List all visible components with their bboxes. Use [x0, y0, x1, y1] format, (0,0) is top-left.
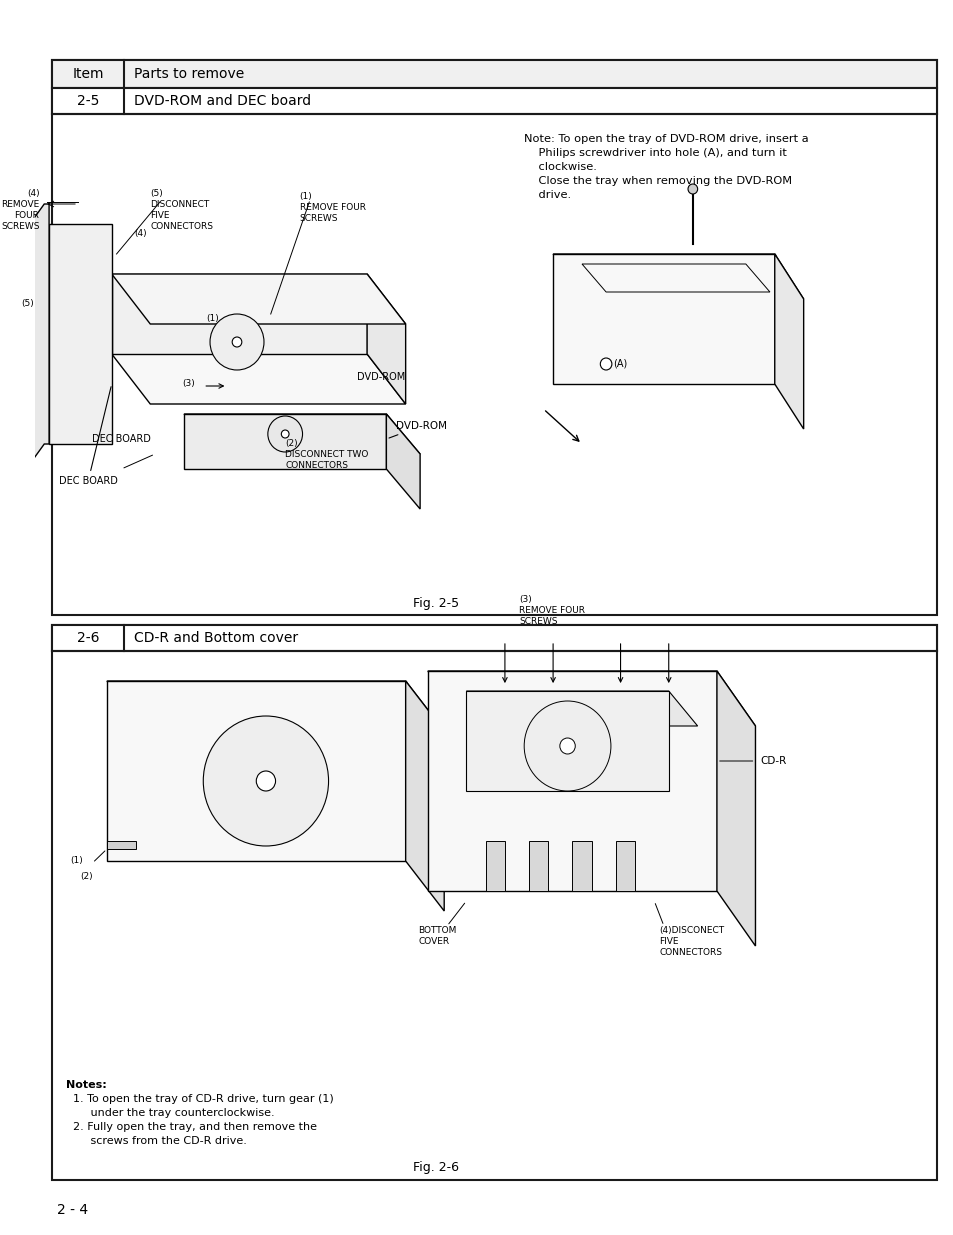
Text: (3)
REMOVE FOUR
SCREWS: (3) REMOVE FOUR SCREWS	[518, 595, 585, 626]
Circle shape	[599, 358, 611, 370]
Polygon shape	[466, 692, 697, 726]
Text: (A): (A)	[612, 359, 626, 369]
Polygon shape	[529, 841, 548, 890]
Text: DVD-ROM: DVD-ROM	[389, 421, 447, 438]
Text: Fig. 2-6: Fig. 2-6	[413, 1161, 459, 1174]
Bar	[51, 625, 936, 651]
Circle shape	[232, 337, 241, 347]
Text: 2-6: 2-6	[77, 631, 99, 645]
Circle shape	[268, 416, 302, 452]
Text: CD-R and Bottom cover: CD-R and Bottom cover	[133, 631, 297, 645]
Text: 2 - 4: 2 - 4	[57, 1203, 88, 1216]
Bar	[51, 625, 936, 1179]
Polygon shape	[15, 204, 49, 484]
Polygon shape	[49, 224, 112, 445]
Circle shape	[559, 739, 575, 755]
Text: 2. Fully open the tray, and then remove the: 2. Fully open the tray, and then remove …	[67, 1123, 317, 1132]
Polygon shape	[553, 254, 774, 384]
Text: (5): (5)	[22, 299, 34, 308]
Circle shape	[203, 716, 328, 846]
Text: DVD-ROM and DEC board: DVD-ROM and DEC board	[133, 94, 311, 107]
Text: Fig. 2-5: Fig. 2-5	[413, 597, 459, 610]
Text: clockwise.: clockwise.	[523, 162, 597, 172]
Circle shape	[523, 701, 610, 790]
Polygon shape	[386, 414, 419, 509]
Bar	[51, 61, 936, 88]
Polygon shape	[427, 671, 755, 726]
Text: (1): (1)	[70, 857, 83, 866]
Polygon shape	[405, 680, 444, 911]
Polygon shape	[184, 414, 419, 454]
Text: 2-5: 2-5	[77, 94, 99, 107]
Polygon shape	[184, 414, 386, 469]
Bar	[51, 61, 936, 615]
Polygon shape	[367, 274, 405, 404]
Polygon shape	[427, 671, 716, 890]
Text: (2): (2)	[80, 872, 92, 881]
Polygon shape	[107, 680, 405, 861]
Bar	[107, 841, 135, 848]
Text: Philips screwdriver into hole (A), and turn it: Philips screwdriver into hole (A), and t…	[523, 148, 786, 158]
Text: DVD-ROM: DVD-ROM	[357, 372, 405, 382]
Text: CD-R: CD-R	[760, 756, 785, 766]
Circle shape	[256, 771, 275, 790]
Polygon shape	[774, 254, 802, 429]
Polygon shape	[466, 692, 668, 790]
Text: 1. To open the tray of CD-R drive, turn gear (1): 1. To open the tray of CD-R drive, turn …	[67, 1094, 334, 1104]
Text: (1)
REMOVE FOUR
SCREWS: (1) REMOVE FOUR SCREWS	[299, 191, 365, 224]
Text: (5)
DISCONNECT
FIVE
CONNECTORS: (5) DISCONNECT FIVE CONNECTORS	[151, 189, 213, 231]
Polygon shape	[615, 841, 635, 890]
Text: (1): (1)	[206, 314, 219, 324]
Text: (2)
DISCONNECT TWO
CONNECTORS: (2) DISCONNECT TWO CONNECTORS	[285, 438, 368, 471]
Polygon shape	[716, 671, 755, 946]
Text: drive.: drive.	[523, 190, 571, 200]
Text: Item: Item	[72, 67, 104, 82]
Polygon shape	[112, 274, 405, 324]
Circle shape	[210, 314, 264, 370]
Text: Notes:: Notes:	[67, 1079, 107, 1091]
Text: BOTTOM
COVER: BOTTOM COVER	[417, 926, 456, 946]
Text: DEC BOARD: DEC BOARD	[92, 433, 152, 445]
Polygon shape	[572, 841, 591, 890]
Text: DEC BOARD: DEC BOARD	[59, 387, 117, 487]
Text: (4)
REMOVE
FOUR
SCREWS: (4) REMOVE FOUR SCREWS	[1, 189, 39, 231]
Polygon shape	[485, 841, 504, 890]
Circle shape	[281, 430, 289, 438]
Text: (4): (4)	[133, 228, 147, 238]
Polygon shape	[107, 680, 444, 731]
Polygon shape	[112, 354, 405, 404]
Text: Close the tray when removing the DVD-ROM: Close the tray when removing the DVD-ROM	[523, 177, 792, 186]
Circle shape	[687, 184, 697, 194]
Text: Parts to remove: Parts to remove	[133, 67, 244, 82]
Polygon shape	[112, 274, 367, 354]
Text: (3): (3)	[182, 379, 195, 388]
Text: screws from the CD-R drive.: screws from the CD-R drive.	[67, 1136, 247, 1146]
Text: Note: To open the tray of DVD-ROM drive, insert a: Note: To open the tray of DVD-ROM drive,…	[523, 135, 808, 144]
Text: under the tray counterclockwise.: under the tray counterclockwise.	[67, 1108, 274, 1118]
Bar	[51, 88, 936, 114]
Text: (4)DISCONECT
FIVE
CONNECTORS: (4)DISCONECT FIVE CONNECTORS	[659, 926, 723, 957]
Polygon shape	[553, 254, 802, 299]
